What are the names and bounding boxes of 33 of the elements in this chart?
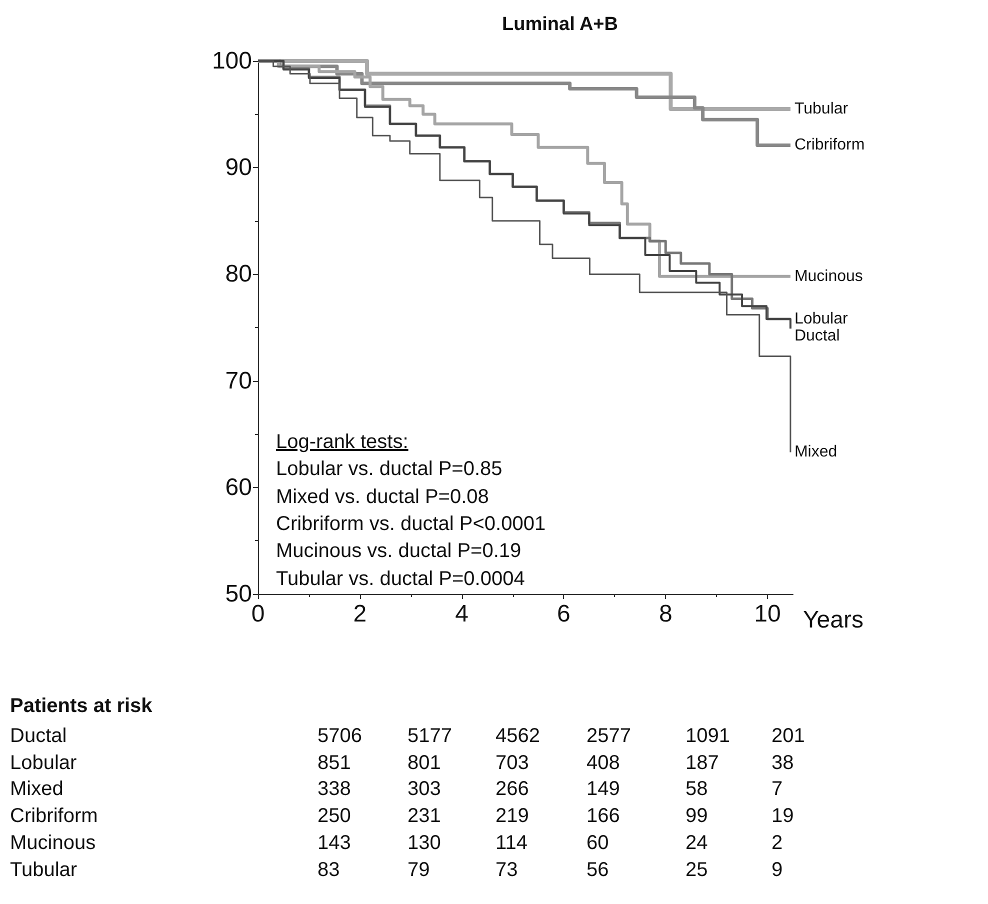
x-tick-label: 2 (353, 600, 367, 628)
x-tick-label: 10 (754, 600, 781, 628)
text: Mucinous 143 130 114 60 24 2 (10, 832, 783, 854)
y-tick-label: 80 (225, 260, 252, 288)
annotation: Cribriform vs. ductal P<0.0001 (276, 512, 546, 536)
chart-title: Luminal A+B (502, 14, 618, 35)
text: Tubular 83 79 73 56 25 9 (10, 858, 783, 880)
x-tick-label: 4 (455, 600, 468, 628)
annotation: Log-rank tests: (276, 430, 408, 454)
series-label: Ductal (794, 327, 840, 344)
text: Ductal 5706 5177 4562 2577 1091 201 (10, 725, 805, 747)
x-tick-label: 8 (658, 600, 672, 628)
text: Lobular 851 801 703 408 187 38 (10, 752, 794, 774)
text: Mixed 338 303 266 149 58 7 (10, 778, 783, 800)
y-tick-label: 50 (225, 580, 252, 608)
series-label: Mucinous (794, 268, 863, 285)
y-tick-label: 60 (225, 474, 252, 501)
series-label: Lobular (794, 310, 848, 328)
annotation: Tubular vs. ductal P=0.0004 (276, 566, 525, 590)
y-tick-label: 70 (225, 367, 252, 394)
annotation: Mixed vs. ductal P=0.08 (276, 484, 489, 509)
text: Patients at risk (10, 694, 152, 718)
series-label: Cribriform (794, 136, 865, 154)
y-tick-label: 90 (225, 154, 252, 182)
x-axis-title: Years (803, 606, 864, 634)
y-tick-label: 100 (212, 48, 252, 74)
annotation: Lobular vs. ductal P=0.85 (276, 457, 502, 482)
series-label: Mixed (794, 444, 838, 461)
text: Cribriform 250 231 219 166 99 19 (10, 805, 794, 828)
annotation: Mucinous vs. ductal P=0.19 (276, 539, 522, 564)
x-tick-label: 0 (251, 600, 265, 628)
series-label: Tubular (794, 100, 849, 118)
x-tick-label: 6 (557, 600, 570, 628)
